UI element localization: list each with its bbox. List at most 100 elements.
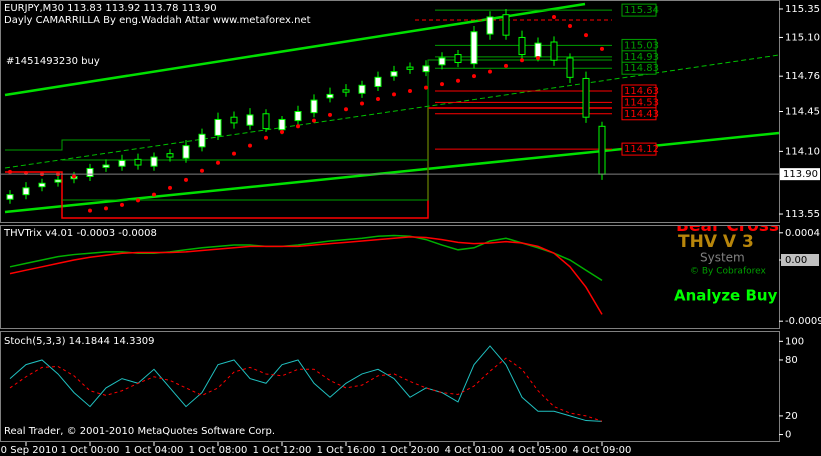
annotation: System	[700, 251, 745, 265]
sar-dot	[312, 118, 316, 123]
sar-dot	[376, 96, 380, 101]
candle-body	[310, 99, 318, 114]
level-label: 115.34	[624, 5, 659, 16]
sar-dot	[456, 78, 460, 83]
level-label: 114.83	[624, 63, 659, 74]
candle-body	[598, 125, 606, 175]
candle-body	[502, 14, 510, 36]
y-tick-label: 115.10	[785, 32, 820, 43]
y-tick-label: 114.76	[785, 71, 820, 82]
x-tick-label: 4 Oct 05:00	[509, 445, 568, 456]
level-label: 114.12	[624, 144, 659, 155]
indicator-line	[9, 345, 603, 422]
sar-dot	[472, 74, 476, 79]
sar-dot	[296, 124, 300, 129]
candle-body	[198, 133, 206, 148]
last-price-label: 113.90	[783, 169, 818, 180]
indicator-caption: Dayly CAMARRILLA By eng.Waddah Attar www…	[4, 15, 311, 26]
sar-dot	[584, 33, 588, 38]
sar-dot	[264, 135, 268, 140]
candle-body	[118, 159, 126, 167]
y-tick-label: 0.0004	[785, 228, 820, 239]
candle-body	[278, 118, 286, 131]
trix-pane	[0, 225, 780, 329]
candle-body	[150, 156, 158, 167]
candle-body	[6, 194, 14, 200]
sar-dot	[568, 24, 572, 29]
candle-body	[358, 84, 366, 94]
sar-dot	[392, 92, 396, 97]
y-tick-label: 80	[785, 355, 798, 366]
sar-dot	[520, 58, 524, 63]
footer: Real Trader, © 2001-2010 MetaQuotes Soft…	[4, 426, 275, 437]
pane-frames	[0, 0, 780, 442]
candle-body	[374, 76, 382, 87]
x-tick-label: 1 Oct 08:00	[189, 445, 248, 456]
indicator-line	[9, 236, 603, 315]
sar-dot	[72, 174, 76, 179]
candle-body	[534, 42, 542, 58]
candle-body	[182, 145, 190, 159]
candle-body	[518, 36, 526, 56]
pane-text: EURJPY,M30 113.83 113.92 113.78 113.90 D…	[3, 3, 311, 437]
level-label: 114.63	[624, 86, 659, 97]
x-tick-label: 4 Oct 09:00	[573, 445, 632, 456]
candle-body	[214, 118, 222, 136]
level-box	[621, 107, 657, 121]
candle-body	[406, 66, 414, 70]
order-label: #1451493230 buy	[6, 56, 100, 67]
candle-body	[246, 114, 254, 126]
x-tick-label: 1 Oct 12:00	[253, 445, 312, 456]
candle-body	[390, 71, 398, 77]
x-tick-label: 1 Oct 00:00	[61, 445, 120, 456]
sar-dot	[248, 143, 252, 148]
candle-body	[342, 89, 350, 93]
annotation: Bear Cross	[676, 216, 779, 236]
candle-body	[262, 113, 270, 130]
x-tick-label: 30 Sep 2010	[0, 445, 58, 456]
candle-body	[566, 57, 574, 78]
sar-dot	[552, 14, 556, 19]
y-tick-label: 0.00	[785, 255, 807, 266]
candle-body	[486, 16, 494, 35]
annotation: THV V 3	[678, 232, 754, 252]
sar-dot	[184, 177, 188, 182]
y-tick-label: 100	[785, 336, 804, 347]
candle-body	[86, 167, 94, 177]
stoch-pane	[0, 331, 780, 442]
candle-body	[326, 93, 334, 99]
candle-body	[134, 158, 142, 166]
indicator-line	[9, 234, 603, 282]
trix-title: THVTrix v4.01 -0.0003 -0.0008	[3, 228, 157, 239]
candle-body	[454, 54, 462, 64]
sar-dot	[488, 69, 492, 74]
y-tick-label: 114.10	[785, 146, 820, 157]
value-box	[781, 254, 819, 266]
candle-body	[470, 31, 478, 65]
candle-body	[54, 179, 62, 183]
y-tick-label: 115.35	[785, 4, 820, 15]
level-label: 114.43	[624, 109, 659, 120]
candle-body	[550, 41, 558, 61]
candle-body	[166, 153, 174, 158]
sar-dot	[360, 101, 364, 106]
x-tick-label: 1 Oct 04:00	[125, 445, 184, 456]
pivot-step	[5, 107, 612, 219]
y-tick-label: 0	[785, 430, 791, 441]
last-price-box	[780, 168, 820, 181]
sar-dot	[120, 202, 124, 207]
candle-body	[230, 116, 238, 124]
sar-dot	[600, 46, 604, 51]
sar-dot	[88, 208, 92, 213]
candle-body	[38, 182, 46, 188]
sar-dot	[168, 185, 172, 190]
sar-dot	[504, 63, 508, 68]
level-label: 114.93	[624, 52, 659, 63]
y-tick-label: -0.0009	[785, 316, 821, 327]
candle-body	[22, 187, 30, 196]
level-box	[621, 3, 657, 17]
x-tick-label: 4 Oct 01:00	[445, 445, 504, 456]
